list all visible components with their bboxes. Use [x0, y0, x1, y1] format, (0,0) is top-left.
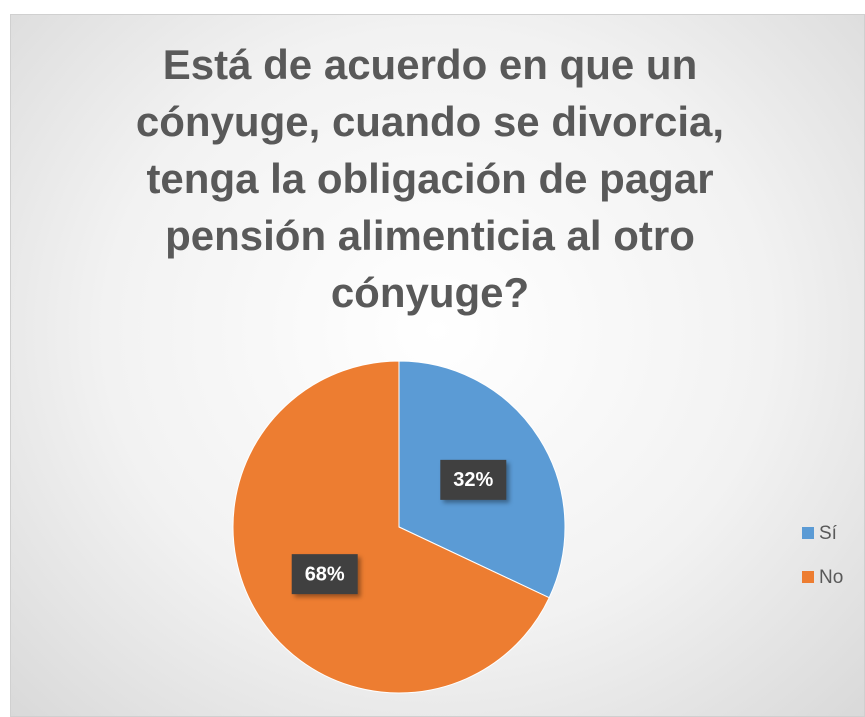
legend-label: No: [819, 567, 843, 588]
data-label: 32%: [453, 469, 493, 491]
legend-swatch: [802, 571, 814, 583]
legend-swatch: [802, 527, 814, 539]
data-label-box: [291, 554, 358, 595]
data-label: 68%: [305, 563, 345, 585]
data-label-box: [440, 459, 507, 500]
chart-title: Está de acuerdo en que un cónyuge, cuand…: [135, 41, 725, 316]
legend-label: Sí: [819, 523, 838, 544]
pie-slice: [232, 360, 550, 694]
